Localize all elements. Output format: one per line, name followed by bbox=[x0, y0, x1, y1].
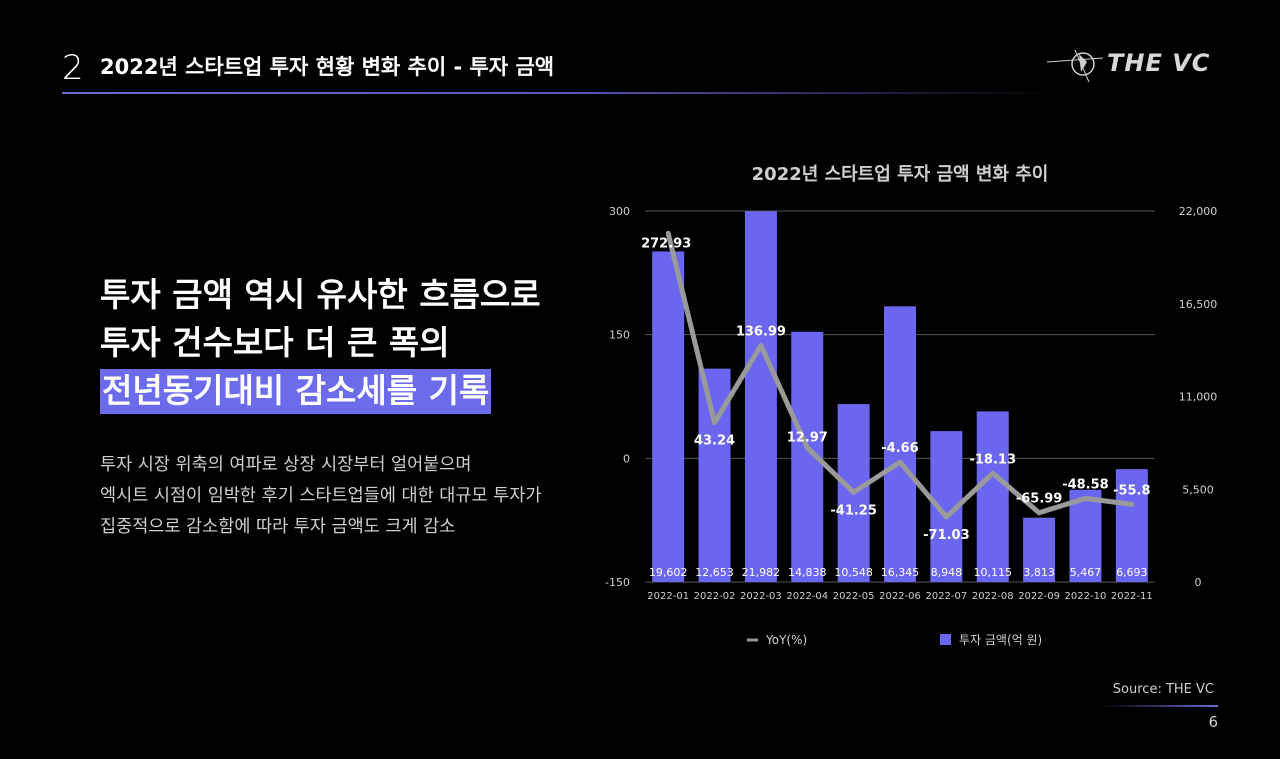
yoy-value-label: -48.58 bbox=[1062, 477, 1109, 492]
left-axis-tick: 300 bbox=[609, 205, 630, 218]
left-axis-tick: 150 bbox=[609, 329, 630, 342]
x-axis-tick: 2022-07 bbox=[925, 591, 967, 602]
legend-line-label: YoY(%) bbox=[765, 633, 807, 647]
x-axis-tick: 2022-05 bbox=[833, 591, 875, 602]
yoy-value-label: 43.24 bbox=[694, 434, 735, 449]
bar bbox=[884, 306, 916, 582]
slide-title: 2022년 스타트업 투자 현황 변화 추이 - 투자 금액 bbox=[100, 55, 555, 79]
combo-chart: 300 150 0 -150 22,000 16,500 11,000 5,500 0 19,60… bbox=[605, 205, 1218, 647]
right-axis-tick: 11,000 bbox=[1179, 391, 1218, 404]
bar bbox=[1115, 469, 1148, 582]
right-axis-tick: 16,500 bbox=[1179, 298, 1218, 311]
header-divider bbox=[62, 92, 1062, 94]
bar-value-label: 5,467 bbox=[1070, 566, 1102, 579]
x-axis-tick: 2022-09 bbox=[1018, 591, 1060, 602]
bar-value-label: 10,115 bbox=[973, 566, 1012, 579]
legend-bar-label: 투자 금액(억 원) bbox=[959, 633, 1042, 647]
yoy-value-label: -55.8 bbox=[1113, 483, 1150, 498]
x-axis-tick: 2022-11 bbox=[1111, 591, 1153, 602]
section-number: 2 bbox=[62, 48, 84, 88]
yoy-value-label: 136.99 bbox=[736, 324, 786, 339]
source-text: Source: THE VC bbox=[1112, 682, 1214, 697]
left-axis-tick: -150 bbox=[605, 576, 630, 589]
x-axis-tick: 2022-08 bbox=[972, 591, 1014, 602]
bar bbox=[1069, 489, 1102, 582]
right-axis-tick: 5,500 bbox=[1182, 483, 1214, 496]
page-number: 6 bbox=[1208, 713, 1218, 731]
x-axis-tick: 2022-03 bbox=[740, 591, 782, 602]
thevc-logo: THE VC bbox=[1045, 42, 1225, 94]
bar-value-label: 14,838 bbox=[788, 566, 827, 579]
bar-value-label: 10,548 bbox=[834, 566, 873, 579]
bar-value-label: 3,813 bbox=[1023, 566, 1055, 579]
x-axis-tick: 2022-01 bbox=[647, 591, 689, 602]
yoy-line bbox=[665, 230, 1135, 520]
bar-value-label: 8,948 bbox=[931, 566, 963, 579]
yoy-value-label: 272.93 bbox=[641, 236, 691, 251]
headline-line-3-highlight: 전년동기대비 감소세를 기록 bbox=[100, 369, 492, 414]
bar-value-label: 6,693 bbox=[1116, 566, 1148, 579]
x-axis-tick: 2022-06 bbox=[879, 591, 921, 602]
logo-text: THE VC bbox=[1107, 49, 1211, 77]
headline-line-2: 투자 건수보다 더 큰 폭의 bbox=[100, 323, 450, 362]
description: 투자 시장 위축의 여파로 상장 시장부터 얼어붙으며 엑시트 시점이 임박한 … bbox=[100, 450, 541, 543]
bar bbox=[652, 251, 685, 582]
x-axis-tick: 2022-04 bbox=[786, 591, 828, 602]
description-line-1: 투자 시장 위축의 여파로 상장 시장부터 얼어붙으며 bbox=[100, 455, 472, 475]
headline-line-1: 투자 금액 역시 유사한 흐름으로 bbox=[100, 275, 541, 314]
x-axis-tick: 2022-02 bbox=[694, 591, 736, 602]
yoy-value-label: 12.97 bbox=[787, 431, 828, 446]
description-line-3: 집중적으로 감소함에 따라 투자 금액도 크게 감소 bbox=[100, 517, 456, 537]
yoy-value-label: -65.99 bbox=[1016, 492, 1063, 507]
bar-value-label: 16,345 bbox=[881, 566, 920, 579]
bar-value-label: 19,602 bbox=[649, 566, 688, 579]
bar-value-label: 12,653 bbox=[695, 566, 734, 579]
yoy-value-label: -71.03 bbox=[923, 528, 970, 543]
bar bbox=[1023, 517, 1056, 582]
bar-value-label: 21,982 bbox=[742, 566, 781, 579]
yoy-value-label: -18.13 bbox=[969, 452, 1016, 467]
description-line-2: 엑시트 시점이 임박한 후기 스타트업들에 대한 대규모 투자가 bbox=[100, 486, 542, 506]
headline: 투자 금액 역시 유사한 흐름으로 투자 건수보다 더 큰 폭의 전년동기대비 … bbox=[100, 272, 541, 416]
yoy-value-label: -41.25 bbox=[830, 503, 877, 518]
yoy-value-label: -4.66 bbox=[881, 441, 918, 456]
legend-bar-swatch bbox=[940, 634, 951, 645]
right-axis-tick: 22,000 bbox=[1179, 205, 1218, 218]
bar bbox=[744, 211, 777, 583]
right-axis-tick: 0 bbox=[1195, 576, 1202, 589]
chart-title: 2022년 스타트업 투자 금액 변화 추이 bbox=[751, 164, 1049, 185]
left-axis-tick: 0 bbox=[623, 452, 630, 465]
x-axis-tick: 2022-10 bbox=[1065, 591, 1107, 602]
slide-header: 2 2022년 스타트업 투자 현황 변화 추이 - 투자 금액 bbox=[62, 44, 1222, 94]
logo-mark-icon bbox=[1046, 49, 1104, 83]
bar bbox=[976, 411, 1009, 582]
source-divider bbox=[1100, 705, 1218, 707]
